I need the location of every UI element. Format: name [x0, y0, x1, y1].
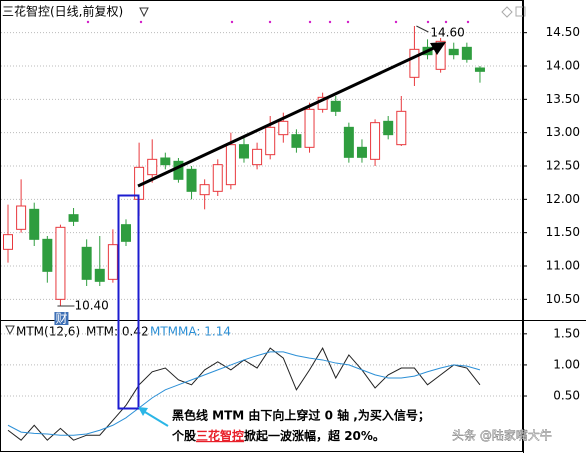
- candle-body: [212, 164, 223, 192]
- candle-body: [238, 144, 249, 159]
- candle-body: [3, 234, 13, 250]
- signal-dots: [86, 20, 470, 24]
- candle-body: [409, 48, 420, 78]
- y-tick-label: 13.00: [546, 125, 580, 139]
- candle-body: [461, 46, 472, 60]
- candle-body: [343, 126, 354, 158]
- mtmma-readout: MTMMA: 1.14: [150, 325, 231, 339]
- candle-body: [29, 208, 40, 240]
- candle-body: [120, 224, 131, 242]
- candle-body: [304, 108, 315, 148]
- candle-body: [55, 226, 66, 300]
- callout-head: [138, 407, 148, 416]
- candle-body: [147, 158, 158, 176]
- low-tag: 财: [55, 312, 67, 326]
- y-tick-label: 11.50: [546, 225, 580, 239]
- candle-body: [356, 146, 367, 158]
- caption: 黑色线 MTM 由下向上穿过 0 轴 ,为买入信号；: [172, 408, 430, 423]
- y-tick-label: 12.50: [546, 159, 580, 173]
- chart-title: 三花智控(日线,前复权): [2, 4, 123, 19]
- candle-body: [370, 122, 381, 160]
- candle-body: [225, 144, 236, 186]
- candle-body: [199, 184, 210, 196]
- candle-body: [474, 67, 485, 72]
- y-tick-label: 12.00: [546, 192, 580, 206]
- y-tick-label: 11.00: [546, 259, 580, 273]
- candle-body: [81, 246, 92, 280]
- candle-body: [330, 100, 341, 112]
- caption: 个股三花智控掀起一波涨幅，超 20%。: [171, 428, 385, 443]
- high-label: 14.60: [430, 26, 464, 40]
- candle-body: [42, 238, 53, 272]
- indicator-line: [7, 351, 481, 436]
- candle-body: [265, 126, 276, 156]
- candle-body: [278, 120, 289, 136]
- candle-body: [435, 40, 446, 70]
- caption-part: 掀起一波涨幅，超 20%。: [244, 428, 385, 443]
- highlight-box: [117, 194, 140, 410]
- candle-body: [160, 157, 171, 166]
- high-pointer: [416, 25, 429, 33]
- indicator-title: MTM(12,6): [16, 325, 80, 339]
- menu-triangle[interactable]: [139, 7, 149, 18]
- y-tick-label: 0.50: [553, 389, 580, 403]
- candle-body: [16, 205, 27, 230]
- mtm-readout: MTM: 0.42: [86, 325, 149, 339]
- candle-body: [68, 214, 79, 222]
- icon[interactable]: [515, 6, 526, 17]
- frame: [0, 0, 523, 452]
- y-tick-label: 1.50: [553, 326, 580, 340]
- caption-part: 个股: [171, 428, 197, 443]
- caption-stock: 三花智控: [196, 428, 244, 443]
- candle-body: [252, 148, 263, 166]
- candle-body: [396, 110, 407, 146]
- trend-arrow: [137, 45, 437, 188]
- y-tick-label: 13.50: [546, 92, 580, 106]
- y-tick-label: 1.00: [553, 357, 580, 371]
- icon[interactable]: [501, 6, 513, 18]
- y-tick-label: 10.50: [546, 292, 580, 306]
- candle-body: [94, 268, 105, 282]
- y-tick-label: 14.50: [546, 25, 580, 39]
- candle-body: [186, 168, 197, 192]
- watermark: 头条 @陆家嘴大牛: [452, 428, 552, 443]
- arrow-head: [430, 42, 446, 55]
- low-label: 10.40: [74, 299, 108, 313]
- candle-body: [383, 120, 394, 136]
- candle-body: [291, 134, 302, 148]
- candle-body: [107, 244, 118, 280]
- low-tag-box: [54, 312, 69, 325]
- candle-body: [448, 48, 459, 56]
- y-tick-label: 14.00: [546, 59, 580, 73]
- menu-triangle[interactable]: [5, 325, 15, 336]
